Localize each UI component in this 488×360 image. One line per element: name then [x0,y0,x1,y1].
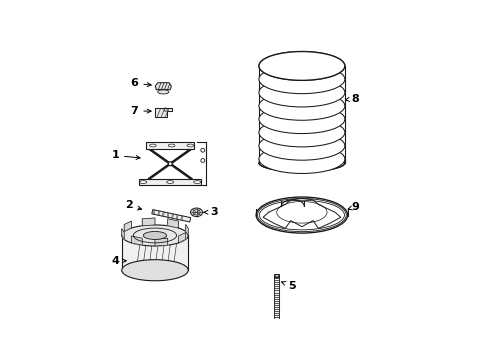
Ellipse shape [166,181,173,184]
Ellipse shape [259,91,344,120]
Polygon shape [142,218,155,226]
Polygon shape [124,221,131,231]
Ellipse shape [274,162,278,164]
Ellipse shape [201,158,204,162]
Polygon shape [185,225,188,235]
Bar [139,179,201,185]
Bar [176,215,178,219]
Text: 3: 3 [203,207,218,217]
Ellipse shape [193,181,201,184]
Ellipse shape [291,162,295,164]
Ellipse shape [186,144,193,147]
Bar [162,212,164,216]
Ellipse shape [283,162,286,164]
Polygon shape [155,83,171,90]
Ellipse shape [259,145,344,174]
Ellipse shape [158,90,168,94]
Ellipse shape [143,231,166,239]
Polygon shape [167,219,178,228]
Ellipse shape [168,162,172,166]
Text: 2: 2 [125,201,142,210]
Text: 6: 6 [130,78,151,89]
Ellipse shape [316,162,320,164]
Bar [167,213,168,217]
Polygon shape [131,236,142,245]
Text: 1: 1 [111,150,140,161]
Ellipse shape [139,181,146,184]
Ellipse shape [259,118,344,147]
Ellipse shape [259,65,344,94]
Ellipse shape [307,162,311,164]
Ellipse shape [149,144,156,147]
Bar [171,214,173,218]
Ellipse shape [256,197,347,233]
Text: 9: 9 [347,202,359,212]
Text: 5: 5 [281,281,295,291]
Bar [146,143,194,149]
Ellipse shape [201,148,204,152]
Bar [181,216,183,220]
Polygon shape [122,235,188,270]
Ellipse shape [122,260,188,281]
Ellipse shape [299,162,303,164]
Polygon shape [274,278,279,318]
Ellipse shape [259,51,344,80]
Ellipse shape [122,225,188,246]
Polygon shape [155,108,171,117]
Polygon shape [178,233,185,243]
Text: 4: 4 [111,256,126,266]
Ellipse shape [324,162,328,164]
Ellipse shape [259,131,344,160]
Ellipse shape [168,144,175,147]
Bar [274,274,279,278]
Ellipse shape [259,78,344,107]
Bar [151,210,190,222]
Ellipse shape [259,51,344,80]
Bar [158,211,160,215]
Text: 8: 8 [345,94,359,104]
Text: 7: 7 [130,106,151,116]
Polygon shape [155,238,167,246]
Bar [153,210,155,214]
Ellipse shape [259,154,344,172]
Ellipse shape [190,208,202,217]
Ellipse shape [259,105,344,134]
Polygon shape [122,229,124,239]
